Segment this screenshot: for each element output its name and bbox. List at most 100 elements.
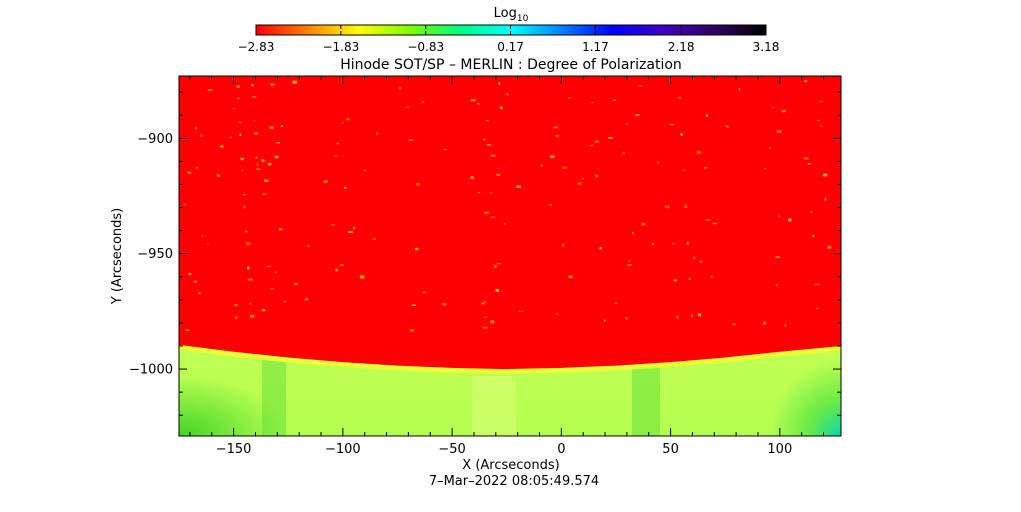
- disk-feature: [255, 156, 258, 159]
- x-axis-ticks: −150 −100 −50 0 50 100: [189, 76, 825, 457]
- disk-feature: [540, 164, 543, 167]
- y-tick-label: −950: [137, 247, 173, 262]
- patch-center: [472, 376, 516, 436]
- disk-feature: [490, 320, 495, 324]
- disk-feature: [485, 119, 489, 122]
- disk-feature: [496, 263, 502, 265]
- x-axis-label: X (Arcseconds): [462, 458, 559, 473]
- disk-feature: [483, 138, 486, 141]
- disk-feature: [261, 193, 267, 195]
- disk-feature: [553, 126, 558, 129]
- disk-feature: [595, 174, 598, 178]
- x-tick-label: 50: [662, 442, 679, 457]
- disk-feature: [242, 194, 246, 196]
- disk-feature: [625, 122, 628, 126]
- disk-feature: [216, 174, 220, 178]
- disk-feature: [477, 102, 480, 105]
- timestamp: 7–Mar–2022 08:05:49.574: [429, 474, 599, 489]
- disk-feature: [232, 107, 235, 110]
- disk-feature: [823, 173, 828, 177]
- disk-feature: [705, 219, 711, 221]
- disk-feature: [803, 157, 809, 160]
- colorbar-tick-label: −0.83: [407, 40, 444, 54]
- disk-feature: [243, 206, 246, 209]
- disk-feature: [359, 275, 365, 279]
- disk-feature: [807, 162, 811, 165]
- disk-feature: [706, 114, 709, 117]
- disk-feature: [416, 182, 420, 186]
- disk-feature: [442, 302, 447, 306]
- stripe-left: [262, 360, 286, 436]
- disk-feature: [268, 162, 272, 166]
- off-limb-corner-right: [770, 360, 841, 436]
- disk-feature: [680, 133, 683, 136]
- disk-feature: [778, 215, 781, 218]
- disk-feature: [352, 226, 356, 230]
- disk-feature: [673, 279, 678, 282]
- colorbar: Log10 −2.83 −1.83 −0.83 0.17 1.17 2.18 3.18: [238, 6, 780, 54]
- disk-feature: [503, 223, 506, 225]
- disk-feature: [788, 218, 792, 222]
- disk-feature: [411, 304, 417, 306]
- disk-feature: [603, 319, 606, 322]
- x-tick-label: −50: [438, 442, 465, 457]
- disk-feature: [490, 154, 496, 157]
- disk-feature: [239, 133, 242, 137]
- disk-feature: [194, 126, 198, 130]
- disk-feature: [477, 192, 481, 194]
- disk-feature: [261, 309, 266, 312]
- disk-feature: [804, 80, 807, 83]
- disk-feature: [229, 136, 232, 139]
- disk-feature: [363, 169, 367, 172]
- disk-feature: [816, 119, 821, 122]
- disk-feature: [690, 314, 693, 318]
- x-tick-label: −150: [216, 442, 252, 457]
- disk-feature: [470, 99, 476, 102]
- disk-feature: [577, 182, 582, 185]
- disk-feature: [693, 256, 696, 260]
- colorbar-tick-label: 3.18: [753, 40, 780, 54]
- disk-feature: [274, 271, 278, 273]
- disk-feature: [249, 314, 255, 318]
- disk-feature: [775, 284, 778, 287]
- disk-feature: [635, 114, 640, 117]
- disk-feature: [657, 161, 659, 164]
- disk-feature: [811, 235, 815, 238]
- disk-feature: [376, 132, 378, 135]
- disk-feature: [343, 186, 347, 189]
- disk-feature: [470, 176, 474, 179]
- disk-feature: [207, 89, 213, 92]
- disk-feature: [599, 246, 602, 250]
- disk-feature: [483, 211, 489, 215]
- disk-feature: [632, 231, 634, 235]
- disk-feature: [237, 97, 240, 100]
- disk-feature: [236, 85, 240, 89]
- disk-feature: [482, 326, 488, 329]
- disk-feature: [550, 155, 555, 158]
- disk-feature: [496, 174, 501, 176]
- disk-feature: [269, 126, 274, 129]
- disk-feature: [193, 280, 197, 283]
- disk-feature: [187, 171, 192, 174]
- disk-feature: [443, 149, 447, 151]
- y-axis-ticks: −900 −950 −1000: [129, 91, 841, 416]
- disk-feature: [347, 231, 353, 233]
- disk-feature: [305, 298, 309, 301]
- disk-feature: [775, 256, 781, 258]
- disk-feature: [820, 125, 823, 127]
- disk-feature: [249, 302, 252, 305]
- disk-feature: [346, 117, 350, 121]
- disk-feature: [622, 151, 625, 155]
- disk-feature: [763, 167, 767, 170]
- disk-feature: [738, 87, 741, 91]
- disk-feature: [628, 260, 631, 262]
- disk-feature: [491, 216, 496, 218]
- disk-feature: [568, 97, 571, 99]
- disk-feature: [256, 168, 261, 170]
- disk-feature: [238, 121, 242, 124]
- disk-feature: [638, 85, 644, 87]
- disk-feature: [781, 109, 786, 113]
- disk-feature: [763, 321, 766, 325]
- disk-feature: [220, 145, 224, 148]
- disk-feature: [183, 204, 187, 206]
